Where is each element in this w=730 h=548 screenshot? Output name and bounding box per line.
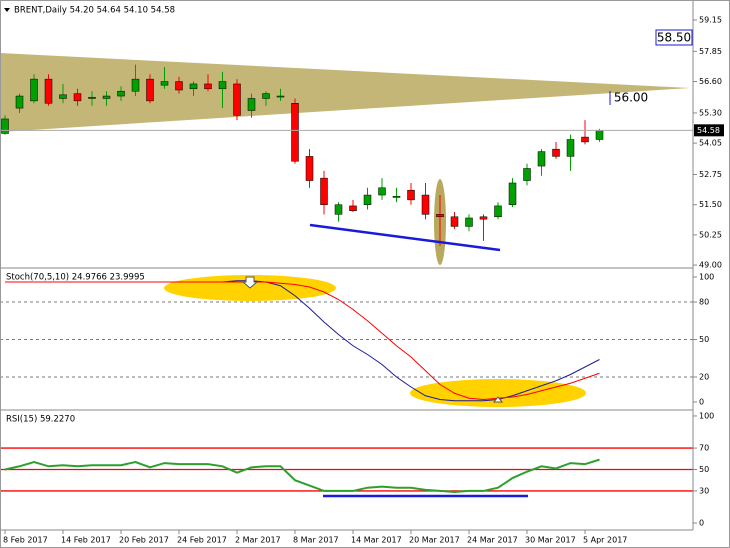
candle-body — [146, 78, 154, 102]
signal-arrow — [492, 396, 504, 403]
candle-body — [392, 195, 401, 198]
x-tick-label: 8 Feb 2017 — [3, 536, 48, 545]
candle-body — [595, 130, 604, 140]
candle-body — [1, 118, 9, 134]
price-label-box — [655, 29, 693, 46]
indicator-line — [4, 458, 600, 493]
y-tick-label: 56.60 — [699, 77, 722, 86]
x-tick-label: 24 Mar 2017 — [467, 536, 518, 545]
candle-body — [88, 96, 96, 99]
y-tick-label: 50 — [699, 465, 709, 474]
candle-body — [247, 98, 256, 111]
candle-body — [552, 148, 560, 157]
x-tick-label: 24 Feb 2017 — [177, 536, 227, 545]
candle-body — [276, 95, 285, 98]
candle-body — [436, 214, 444, 218]
candle-body — [15, 95, 24, 109]
y-tick-label: 0 — [699, 519, 704, 528]
x-tick-label: 20 Mar 2017 — [409, 536, 460, 545]
candle-body — [566, 139, 575, 157]
y-tick-label: 0 — [699, 398, 704, 407]
candle-body — [189, 83, 198, 90]
candle-body — [320, 177, 328, 205]
signal-arrow — [241, 276, 259, 289]
menu-arrow — [4, 8, 10, 12]
y-tick-label: 50 — [699, 335, 709, 344]
y-tick-label: 49.00 — [699, 261, 722, 270]
y-tick-label: 100 — [699, 273, 714, 282]
candle-body — [508, 182, 517, 205]
chart-title: BRENT,Daily 54.20 54.64 54.10 54.58 — [14, 6, 175, 16]
y-tick-label: 80 — [699, 298, 709, 307]
candle-body — [160, 81, 169, 86]
candle-body — [523, 168, 531, 181]
candle-body — [363, 194, 372, 205]
candle-body — [450, 216, 459, 227]
candle-body — [131, 78, 140, 92]
y-tick-label: 70 — [699, 444, 709, 453]
x-tick-label: 14 Feb 2017 — [61, 536, 111, 545]
y-tick-label: 54.05 — [699, 139, 722, 148]
candle-body — [378, 187, 386, 196]
candle-body — [73, 93, 82, 102]
last-price-box — [694, 124, 724, 137]
candle-body — [407, 189, 415, 201]
candle-body — [479, 216, 488, 220]
y-tick-label: 51.50 — [699, 200, 722, 209]
candle-body — [30, 78, 38, 102]
y-tick-label: 52.75 — [699, 170, 722, 179]
candle-body — [349, 205, 357, 211]
candle-body — [59, 94, 67, 99]
indicator-line — [5, 281, 600, 401]
candle-body — [117, 90, 125, 97]
y-tick-label: 100 — [699, 411, 714, 420]
wedge-pattern — [0, 53, 690, 132]
candle-body — [204, 83, 212, 90]
candle-body — [421, 194, 430, 215]
candle-body — [102, 95, 111, 99]
y-tick-label: 20 — [699, 373, 709, 382]
last-price-label: 54.58 — [697, 126, 720, 135]
candle-body — [44, 78, 53, 104]
y-tick-label: 55.30 — [699, 108, 722, 117]
data — [0, 64, 693, 493]
candle-body — [218, 81, 227, 90]
trend-line — [309, 223, 501, 252]
x-tick-label: 30 Mar 2017 — [525, 536, 576, 545]
candle-body — [305, 156, 314, 181]
x-tick-label: 2 Mar 2017 — [235, 536, 281, 545]
candle-body — [233, 83, 241, 116]
price-label: 58.50 — [657, 31, 691, 45]
price-label: 56.00 — [614, 91, 648, 105]
candle-body — [291, 103, 299, 162]
x-tick-label: 14 Mar 2017 — [351, 536, 402, 545]
y-tick-label: 59.15 — [699, 15, 722, 24]
x-tick-label: 20 Feb 2017 — [119, 536, 169, 545]
x-tick-label: 8 Mar 2017 — [293, 536, 339, 545]
indicator-title: Stoch(70,5,10) 24.9766 23.9995 — [6, 273, 145, 283]
y-tick-label: 30 — [699, 486, 709, 495]
indicator-title: RSI(15) 59.2270 — [6, 415, 75, 425]
candle-body — [537, 151, 546, 167]
candle-body — [175, 81, 183, 91]
candle-body — [262, 93, 270, 99]
y-tick-label: 57.85 — [699, 47, 722, 56]
candle-body — [494, 205, 502, 218]
highlight-ellipse — [410, 379, 586, 407]
y-tick-label: 50.25 — [699, 230, 722, 239]
candle-body — [334, 204, 343, 215]
candle-body — [581, 136, 589, 143]
candle-body — [465, 217, 473, 227]
x-tick-label: 5 Apr 2017 — [583, 536, 627, 545]
